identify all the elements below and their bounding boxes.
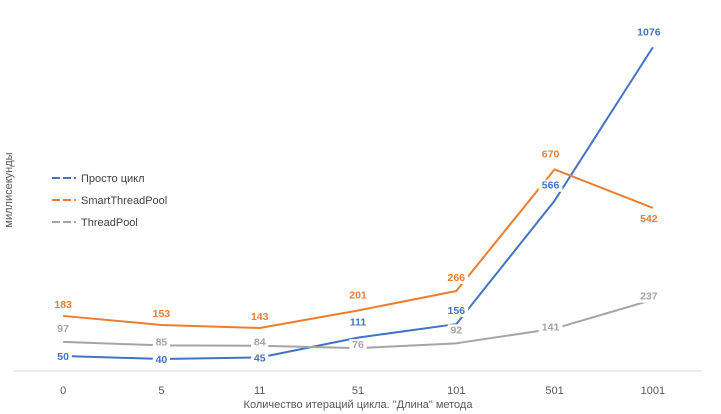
data-label-bg bbox=[538, 321, 563, 334]
data-label: 50 bbox=[57, 351, 69, 363]
data-label-bg bbox=[51, 298, 76, 311]
x-tick-label: 51 bbox=[352, 385, 364, 397]
data-label-bg bbox=[152, 353, 171, 366]
data-label: 183 bbox=[54, 299, 72, 311]
x-tick-label: 5 bbox=[158, 385, 164, 397]
data-label-bg bbox=[444, 271, 469, 284]
x-tick-labels: 0 5 11 51 101 501 1001 bbox=[60, 385, 665, 397]
data-labels: 50 40 45 111 156 566 1076 183 153 143 201 266 670 542… bbox=[51, 26, 665, 366]
data-label-bg bbox=[251, 352, 269, 365]
data-label: 97 bbox=[57, 323, 69, 335]
data-label-bg bbox=[633, 26, 665, 39]
data-label: 566 bbox=[542, 180, 560, 192]
x-tick-label: 501 bbox=[545, 385, 563, 397]
x-tick-label: 11 bbox=[254, 385, 265, 397]
data-label: 201 bbox=[349, 290, 367, 302]
data-label: 111 bbox=[350, 317, 367, 329]
data-label: 156 bbox=[448, 305, 466, 317]
data-label: 92 bbox=[450, 324, 462, 336]
data-label: 542 bbox=[640, 213, 658, 225]
data-label-bg bbox=[346, 316, 370, 329]
legend-label: ThreadPool bbox=[81, 217, 138, 229]
data-label-bg bbox=[149, 307, 174, 320]
data-label-bg bbox=[636, 290, 661, 303]
legend-label: Просто цикл bbox=[81, 173, 145, 185]
data-label: 143 bbox=[251, 311, 269, 323]
x-tick-label: 1001 bbox=[641, 385, 665, 397]
data-label-bg bbox=[247, 310, 272, 323]
data-label: 85 bbox=[156, 336, 168, 348]
data-label: 670 bbox=[542, 148, 560, 160]
y-axis-title: миллисекунды bbox=[3, 152, 15, 227]
data-label: 141 bbox=[542, 322, 560, 334]
legend-label: SmartThreadPool bbox=[81, 195, 167, 207]
data-label-bg bbox=[54, 350, 72, 363]
data-label-bg bbox=[349, 339, 367, 352]
data-label-bg bbox=[447, 324, 465, 337]
legend: Просто цикл SmartThreadPool ThreadPool bbox=[52, 173, 167, 229]
data-label: 76 bbox=[352, 339, 364, 351]
x-tick-label: 101 bbox=[447, 385, 465, 397]
data-label: 45 bbox=[254, 352, 266, 364]
data-label-bg bbox=[538, 179, 563, 192]
data-label: 266 bbox=[448, 272, 466, 284]
data-label: 40 bbox=[156, 354, 168, 366]
data-label: 1076 bbox=[637, 26, 661, 38]
data-label-bg bbox=[636, 212, 661, 225]
data-label-bg bbox=[152, 336, 171, 349]
data-label: 237 bbox=[640, 291, 658, 303]
data-label-bg bbox=[54, 322, 72, 335]
series-line bbox=[63, 168, 654, 329]
data-label: 84 bbox=[254, 337, 266, 349]
data-label-bg bbox=[346, 289, 370, 302]
x-axis-title: Количество итераций цикла. "Длина" метод… bbox=[244, 399, 474, 411]
data-label-bg bbox=[251, 336, 269, 349]
x-tick-label: 0 bbox=[60, 385, 66, 397]
data-label: 153 bbox=[153, 308, 171, 320]
data-label-bg bbox=[538, 148, 563, 161]
data-label-bg bbox=[444, 305, 469, 318]
